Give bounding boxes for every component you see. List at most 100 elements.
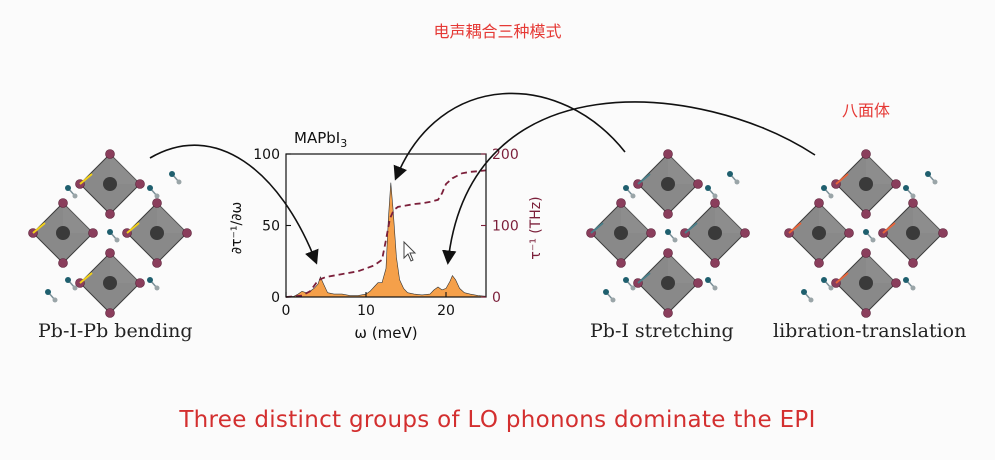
i-atom [152,198,162,208]
n-atom [623,277,629,283]
i-atom [152,258,162,268]
i-atom [105,248,115,258]
n-atom [623,185,629,191]
pb-atom [103,177,117,191]
n-atom [65,185,71,191]
c-atom [828,193,834,199]
y-axis-label-left: ∂τ⁻¹/∂ω [229,202,245,254]
pb-atom [661,177,675,191]
i-atom [693,278,703,288]
i-atom [616,258,626,268]
n-atom [821,185,827,191]
n-atom [107,229,113,235]
x-tick-label: 10 [357,303,375,319]
structure-bending [28,149,192,318]
i-atom [861,209,871,219]
octahedron-face [621,203,651,233]
x-axis-label: ω (meV) [354,324,417,342]
i-atom [710,198,720,208]
i-atom [740,228,750,238]
chart-title: MAPbI3 [294,129,347,150]
caption-libration: libration-translation [773,320,967,342]
n-atom [65,277,71,283]
pb-atom [56,226,70,240]
y-tick-label-right: 200 [492,147,519,163]
i-atom [861,248,871,258]
pb-atom [103,276,117,290]
octahedron-face [913,203,943,233]
displacement-bond [835,173,849,185]
y-tick-label-left: 0 [271,290,280,306]
caption-stretching: Pb-I stretching [590,320,734,342]
octahedron-label: 八面体 [842,101,891,120]
n-atom [665,229,671,235]
pb-atom [708,226,722,240]
n-atom [925,171,931,177]
i-atom [663,248,673,258]
y-tick-label-left: 50 [262,219,280,235]
c-atom [72,193,78,199]
octahedron-face [63,203,93,233]
i-atom [135,179,145,189]
cumulative-line [285,169,487,298]
c-atom [808,297,814,303]
pb-atom [661,276,675,290]
i-atom [105,149,115,159]
n-atom [903,277,909,283]
n-atom [147,185,153,191]
y-tick-label-left: 100 [253,147,280,163]
i-atom [105,308,115,318]
octahedron-face [157,203,187,233]
i-atom [663,209,673,219]
displacement-bond [788,222,802,234]
c-atom [176,179,182,185]
octahedron-face [866,253,896,283]
cursor-icon [403,240,417,262]
n-atom [821,277,827,283]
displacement-bond [79,272,93,284]
i-atom [814,198,824,208]
spectrum-area [285,182,487,298]
c-atom [870,237,876,243]
pb-atom [859,177,873,191]
i-atom [861,149,871,159]
i-atom [844,228,854,238]
c-atom [114,237,120,243]
y-axis-label-right: τ⁻¹ (THz) [528,196,544,259]
i-atom [891,278,901,288]
octahedron-face [866,154,896,184]
y-tick-label-right: 100 [492,219,519,235]
displacement-bond [684,222,698,234]
structure-libration [784,149,948,318]
pb-atom [614,226,628,240]
c-atom [610,297,616,303]
c-atom [672,237,678,243]
c-atom [712,285,718,291]
c-atom [910,193,916,199]
displacement-bond [882,222,896,234]
octahedron-face [668,253,698,283]
c-atom [910,285,916,291]
n-atom [903,185,909,191]
displacement-bond [637,272,651,284]
c-atom [932,179,938,185]
x-tick-label: 0 [282,303,291,319]
pb-atom [812,226,826,240]
arrow-stretching [393,92,626,181]
octahedron-face [819,203,849,233]
displacement-bond [32,222,46,234]
i-atom [88,228,98,238]
structure-stretching [586,149,750,318]
pb-atom [906,226,920,240]
i-atom [693,179,703,189]
c-atom [828,285,834,291]
n-atom [603,289,609,295]
octahedron-face [110,253,140,283]
i-atom [616,198,626,208]
i-atom [908,198,918,208]
displacement-bond [637,173,651,185]
octahedron-face [668,154,698,184]
n-atom [169,171,175,177]
i-atom [182,228,192,238]
